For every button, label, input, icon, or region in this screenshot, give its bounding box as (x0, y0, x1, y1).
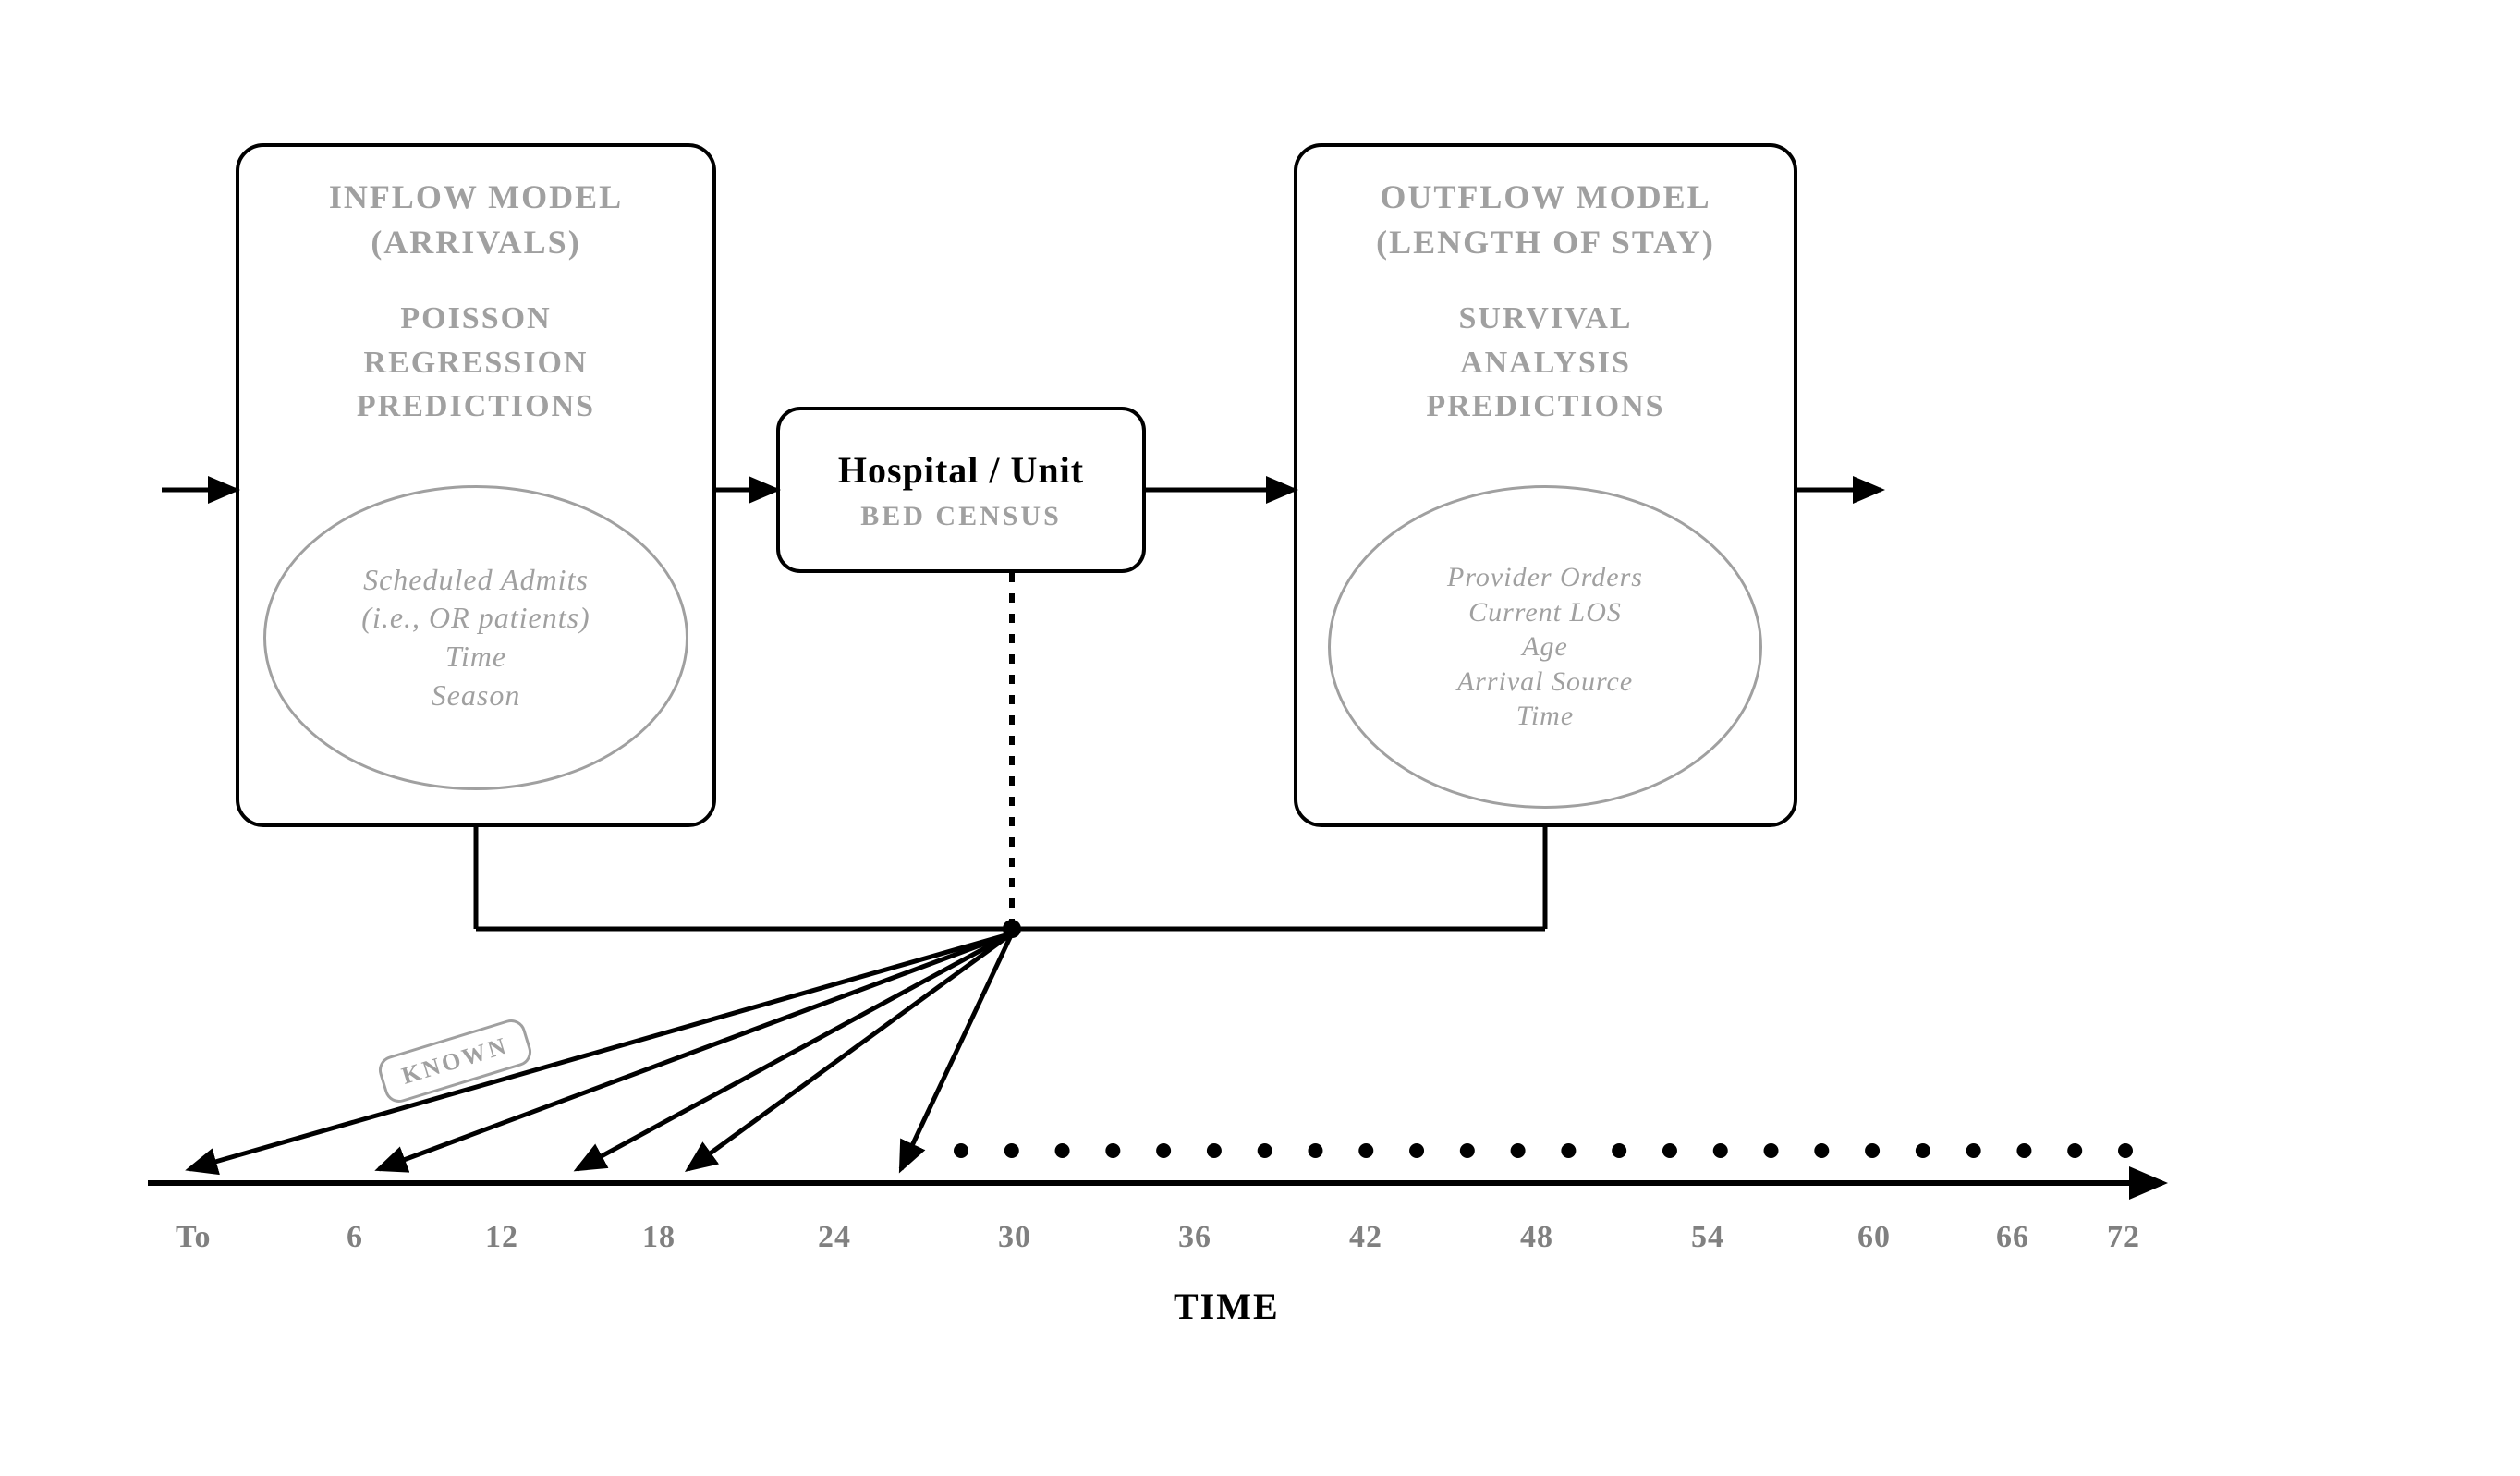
outflow-title-2: (LENGTH OF STAY) (1297, 220, 1794, 265)
outflow-ellipse-line: Time (1516, 699, 1574, 734)
fan-arrow-4 (901, 933, 1012, 1169)
fan-arrow-2 (578, 933, 1012, 1169)
axis-dot (1865, 1143, 1880, 1158)
inflow-sub-1: POISSON (239, 297, 712, 341)
axis-dot (2067, 1143, 2082, 1158)
outflow-title-1: OUTFLOW MODEL (1297, 175, 1794, 220)
outflow-ellipse-line: Arrival Source (1457, 665, 1633, 700)
outflow-sub-2: ANALYSIS (1297, 341, 1794, 385)
time-axis-title: TIME (1174, 1285, 1280, 1328)
inflow-ellipse-line: Scheduled Admits (363, 561, 589, 600)
axis-dot (954, 1143, 968, 1158)
axis-tick-label: To (176, 1220, 212, 1255)
axis-tick-label: 54 (1691, 1220, 1724, 1255)
inflow-sub-2: REGRESSION (239, 341, 712, 385)
inflow-sub-3: PREDICTIONS (239, 384, 712, 429)
axis-dot (1409, 1143, 1424, 1158)
axis-dot (1511, 1143, 1526, 1158)
axis-dot (1916, 1143, 1930, 1158)
axis-tick-label: 72 (2107, 1220, 2140, 1255)
outflow-ellipse-line: Age (1522, 629, 1568, 665)
center-subtitle: BED CENSUS (780, 501, 1142, 532)
axis-tick-label: 66 (1996, 1220, 2029, 1255)
axis-dot (1713, 1143, 1728, 1158)
outflow-sub-3: PREDICTIONS (1297, 384, 1794, 429)
inflow-ellipse: Scheduled Admits(i.e., OR patients)TimeS… (263, 485, 688, 790)
axis-dot (1561, 1143, 1576, 1158)
axis-dot (1966, 1143, 1981, 1158)
axis-tick-label: 42 (1349, 1220, 1382, 1255)
outflow-ellipse-line: Current LOS (1468, 595, 1622, 630)
outflow-ellipse: Provider OrdersCurrent LOSAgeArrival Sou… (1328, 485, 1762, 809)
axis-tick-label: 60 (1857, 1220, 1891, 1255)
axis-dot (2118, 1143, 2133, 1158)
axis-dot (1004, 1143, 1019, 1158)
fan-arrow-0 (189, 933, 1012, 1169)
axis-dot (1105, 1143, 1120, 1158)
hospital-unit-box: Hospital / Unit BED CENSUS (776, 407, 1146, 573)
outflow-ellipse-line: Provider Orders (1447, 560, 1643, 595)
axis-dot (1055, 1143, 1070, 1158)
axis-dot (1662, 1143, 1677, 1158)
inflow-ellipse-line: (i.e., OR patients) (361, 599, 590, 638)
axis-dot (1258, 1143, 1272, 1158)
axis-dot (1814, 1143, 1829, 1158)
axis-tick-label: 30 (998, 1220, 1031, 1255)
outflow-sub-1: SURVIVAL (1297, 297, 1794, 341)
axis-dot (1156, 1143, 1171, 1158)
feedback-junction-dot (1003, 920, 1021, 938)
inflow-ellipse-line: Time (445, 638, 506, 677)
inflow-title-2: (ARRIVALS) (239, 220, 712, 265)
axis-tick-label: 36 (1178, 1220, 1211, 1255)
axis-tick-label: 6 (347, 1220, 363, 1255)
inflow-title-1: INFLOW MODEL (239, 175, 712, 220)
axis-dot (1308, 1143, 1322, 1158)
axis-dot (1460, 1143, 1475, 1158)
axis-dot (2016, 1143, 2031, 1158)
axis-tick-label: 48 (1520, 1220, 1553, 1255)
axis-tick-label: 12 (485, 1220, 518, 1255)
axis-dot (1612, 1143, 1626, 1158)
center-title: Hospital / Unit (780, 448, 1142, 492)
known-badge: KNOWN (375, 1016, 535, 1106)
axis-dot (1764, 1143, 1779, 1158)
axis-dot (1207, 1143, 1222, 1158)
axis-tick-label: 24 (818, 1220, 851, 1255)
inflow-ellipse-line: Season (432, 677, 521, 715)
known-label: KNOWN (398, 1031, 511, 1090)
axis-tick-label: 18 (642, 1220, 676, 1255)
fan-arrow-3 (688, 933, 1012, 1169)
axis-dot (1358, 1143, 1373, 1158)
diagram-canvas: INFLOW MODEL (ARRIVALS) POISSON REGRESSI… (0, 0, 2520, 1476)
